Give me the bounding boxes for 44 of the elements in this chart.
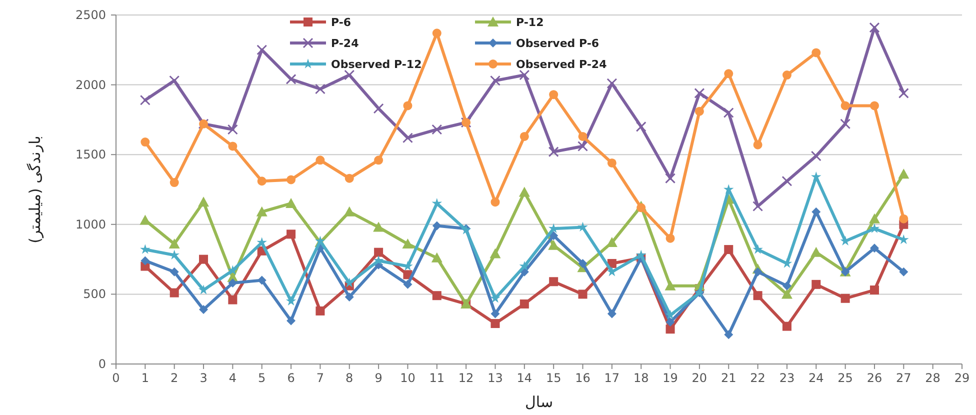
legend-label: Observed P-6 — [516, 37, 600, 50]
y-tick-label: 0 — [98, 357, 106, 371]
x-tick-label: 6 — [287, 371, 295, 385]
x-tick-label: 23 — [779, 371, 795, 385]
x-tick-label: 19 — [662, 371, 678, 385]
x-tick-label: 27 — [896, 371, 912, 385]
x-tick-label: 0 — [112, 371, 120, 385]
legend-label: P-6 — [331, 16, 352, 29]
x-tick-label: 3 — [200, 371, 208, 385]
x-tick-label: 12 — [458, 371, 474, 385]
y-tick-label: 1500 — [75, 148, 106, 162]
y-tick-label: 2500 — [75, 8, 106, 22]
x-tick-label: 28 — [925, 371, 940, 385]
x-tick-label: 21 — [720, 371, 736, 385]
x-axis-title: سال — [524, 393, 554, 411]
legend-label: Observed P-12 — [331, 58, 422, 71]
x-tick-label: 15 — [546, 371, 562, 385]
x-tick-label: 4 — [228, 371, 237, 385]
x-tick-label: 5 — [258, 371, 266, 385]
x-tick-label: 7 — [316, 371, 324, 385]
x-tick-label: 13 — [488, 371, 503, 385]
y-tick-label: 2000 — [75, 78, 106, 92]
y-tick-label: 1000 — [75, 217, 106, 232]
x-tick-label: 29 — [954, 371, 970, 385]
x-tick-label: 24 — [808, 371, 824, 385]
legend-label: P-12 — [516, 16, 544, 29]
x-tick-label: 22 — [750, 371, 766, 385]
x-tick-label: 26 — [866, 371, 882, 385]
x-tick-label: 14 — [516, 371, 532, 385]
x-tick-label: 11 — [429, 371, 445, 385]
y-tick-label: 500 — [83, 287, 106, 302]
x-tick-label: 9 — [374, 371, 382, 385]
legend-label: Observed P-24 — [516, 58, 608, 71]
x-tick-label: 1 — [141, 371, 149, 385]
x-tick-label: 18 — [633, 371, 649, 385]
x-tick-label: 20 — [692, 371, 708, 385]
x-tick-label: 2 — [170, 371, 178, 385]
legend-label: P-24 — [331, 37, 360, 50]
x-tick-label: 8 — [346, 371, 354, 385]
x-tick-label: 10 — [400, 371, 416, 385]
x-tick-label: 16 — [575, 371, 590, 385]
x-tick-label: 25 — [838, 371, 853, 385]
y-axis-title: بارندگی (میلیمتر) — [26, 136, 44, 244]
x-tick-label: 17 — [604, 371, 620, 385]
